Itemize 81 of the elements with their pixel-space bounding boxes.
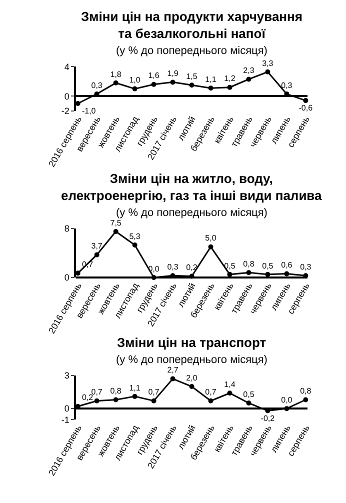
- point: [132, 242, 138, 248]
- y-tick-label: -2: [61, 106, 70, 116]
- y-tick-label: 8: [64, 224, 70, 234]
- data-label: 0,5: [243, 390, 255, 399]
- point: [189, 274, 194, 279]
- point: [132, 86, 138, 92]
- point: [208, 86, 214, 91]
- point: [284, 406, 290, 412]
- data-label: 0,6: [281, 260, 293, 270]
- data-label: 5,3: [129, 232, 141, 241]
- point: [227, 390, 232, 396]
- data-label: 5,0: [205, 234, 217, 243]
- y-tick-label: 0: [64, 404, 70, 414]
- data-label: 0,7: [205, 388, 217, 397]
- data-label: 1,1: [129, 383, 141, 392]
- point: [303, 98, 308, 104]
- data-label: 2,3: [243, 66, 255, 76]
- data-label: 0,3: [91, 80, 103, 90]
- data-label: 1,4: [224, 380, 236, 389]
- point: [170, 376, 176, 382]
- point: [151, 82, 156, 87]
- point: [303, 397, 308, 402]
- y-tick-label: 0: [64, 272, 70, 283]
- data-label: -0,6: [298, 104, 314, 113]
- data-label: 1,9: [167, 69, 179, 78]
- point: [132, 394, 138, 399]
- y-tick-label: 3: [64, 370, 70, 381]
- point: [113, 229, 118, 234]
- point: [189, 384, 194, 390]
- point: [265, 272, 270, 277]
- chart-subtitle: (у % до попереднього місяця): [116, 354, 268, 366]
- point: [170, 80, 176, 85]
- data-label: -0,2: [260, 414, 276, 423]
- data-label: 0,3: [300, 262, 312, 272]
- point: [94, 252, 100, 258]
- chart-title: Зміни цін на продукти харчування та безалкогольні напої: [81, 9, 302, 41]
- y-tick-label: 4: [64, 62, 70, 72]
- point: [227, 272, 232, 277]
- y-tick-label: 0: [64, 91, 70, 102]
- chart-title: Зміни цін на житло, воду, електроенергію, газ та інші види палива: [61, 171, 323, 203]
- data-label: 1,6: [148, 71, 160, 80]
- data-label: 1,8: [110, 70, 122, 79]
- chart-title: Зміни цін на транспорт: [117, 335, 266, 350]
- point: [265, 69, 270, 74]
- data-label: 1,2: [224, 74, 236, 84]
- data-label: 0,8: [243, 259, 255, 268]
- data-label: 0,2: [82, 393, 94, 402]
- point: [151, 274, 156, 280]
- point: [151, 398, 156, 404]
- data-label: 0,2: [186, 263, 198, 272]
- y-tick-label: -1: [61, 414, 70, 425]
- data-label: 0,0: [281, 395, 293, 404]
- data-label: 2,0: [186, 373, 198, 382]
- point: [94, 398, 100, 404]
- data-label: 7,5: [110, 218, 122, 228]
- data-label: 0,8: [300, 386, 312, 396]
- data-label: 2,7: [167, 366, 179, 375]
- point: [246, 270, 252, 276]
- point: [246, 76, 252, 82]
- chart-subtitle: (у % до попереднього місяця): [116, 207, 268, 219]
- point: [246, 400, 252, 406]
- data-label: 1,5: [186, 72, 198, 82]
- point: [189, 82, 194, 88]
- data-label: 0,3: [281, 80, 293, 90]
- data-label: 0,8: [110, 386, 122, 396]
- data-label: 3,3: [262, 58, 274, 68]
- data-label: 1,0: [129, 76, 141, 85]
- data-label: 0,3: [167, 262, 179, 272]
- point: [208, 398, 214, 404]
- data-label: 0,5: [262, 261, 274, 270]
- point: [113, 397, 118, 402]
- point: [208, 244, 214, 250]
- data-label: -1,0: [82, 106, 96, 116]
- point: [113, 80, 118, 86]
- data-label: 1,1: [205, 74, 217, 84]
- data-label: 3,7: [91, 242, 103, 251]
- data-label: 0,7: [148, 388, 160, 397]
- point: [284, 271, 290, 276]
- chart-subtitle: (у % до попереднього місяця): [116, 45, 268, 57]
- point: [227, 84, 232, 90]
- data-label: 0,7: [91, 388, 103, 397]
